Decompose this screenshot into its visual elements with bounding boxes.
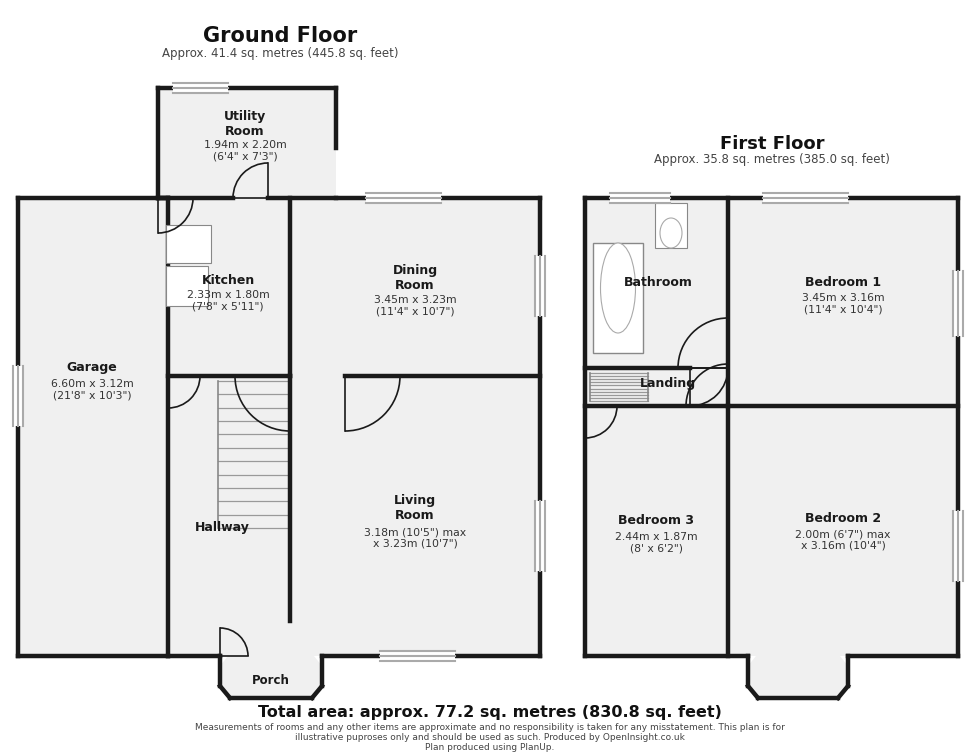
- Polygon shape: [220, 656, 322, 698]
- Ellipse shape: [660, 218, 682, 248]
- Polygon shape: [748, 656, 848, 698]
- Bar: [535, 501, 545, 571]
- Text: 2.00m (6'7") max
x 3.16m (10'4"): 2.00m (6'7") max x 3.16m (10'4"): [796, 529, 891, 551]
- Text: Porch: Porch: [252, 674, 290, 686]
- Bar: [158, 88, 336, 198]
- Text: 1.94m x 2.20m
(6'4" x 7'3"): 1.94m x 2.20m (6'4" x 7'3"): [204, 140, 286, 162]
- Bar: [585, 198, 958, 656]
- Bar: [166, 225, 211, 263]
- Bar: [18, 198, 168, 656]
- Bar: [953, 511, 963, 581]
- Bar: [366, 193, 441, 203]
- Bar: [610, 193, 670, 203]
- Bar: [13, 366, 23, 426]
- Bar: [953, 271, 963, 336]
- Text: Landing: Landing: [640, 377, 696, 391]
- Text: Bathroom: Bathroom: [623, 277, 693, 290]
- Text: Ground Floor: Ground Floor: [203, 26, 357, 46]
- Bar: [655, 203, 687, 248]
- Text: 2.44m x 1.87m
(8' x 6'2"): 2.44m x 1.87m (8' x 6'2"): [614, 532, 698, 554]
- Bar: [593, 243, 643, 353]
- Text: Bedroom 1: Bedroom 1: [805, 277, 881, 290]
- Text: Total area: approx. 77.2 sq. metres (830.8 sq. feet): Total area: approx. 77.2 sq. metres (830…: [258, 705, 722, 720]
- Bar: [173, 83, 228, 93]
- Text: Approx. 35.8 sq. metres (385.0 sq. feet): Approx. 35.8 sq. metres (385.0 sq. feet): [654, 153, 890, 166]
- Text: Living
Room: Living Room: [394, 494, 436, 522]
- Ellipse shape: [601, 243, 635, 333]
- Text: Plan produced using PlanUp.: Plan produced using PlanUp.: [425, 743, 555, 752]
- Text: Garage: Garage: [67, 361, 118, 374]
- Text: 3.45m x 3.16m
(11'4" x 10'4"): 3.45m x 3.16m (11'4" x 10'4"): [802, 293, 884, 314]
- Text: Dining
Room: Dining Room: [392, 264, 437, 292]
- Bar: [168, 198, 540, 656]
- Text: illustrative puproses only and should be used as such. Produced by OpenInsight.c: illustrative puproses only and should be…: [295, 733, 685, 742]
- Text: 2.33m x 1.80m
(7'8" x 5'11"): 2.33m x 1.80m (7'8" x 5'11"): [186, 290, 270, 311]
- Text: Utility
Room: Utility Room: [223, 110, 267, 138]
- Text: Bedroom 3: Bedroom 3: [618, 515, 694, 528]
- Text: Hallway: Hallway: [195, 522, 250, 534]
- Bar: [763, 193, 848, 203]
- Bar: [166, 266, 208, 306]
- Text: 6.60m x 3.12m
(21'8" x 10'3"): 6.60m x 3.12m (21'8" x 10'3"): [51, 380, 133, 401]
- Text: Approx. 41.4 sq. metres (445.8 sq. feet): Approx. 41.4 sq. metres (445.8 sq. feet): [162, 47, 398, 60]
- Text: First Floor: First Floor: [719, 135, 824, 153]
- Text: 3.18m (10'5") max
x 3.23m (10'7"): 3.18m (10'5") max x 3.23m (10'7"): [364, 527, 466, 549]
- Text: 3.45m x 3.23m
(11'4" x 10'7"): 3.45m x 3.23m (11'4" x 10'7"): [373, 295, 457, 317]
- Bar: [535, 256, 545, 316]
- Text: Measurements of rooms and any other items are approximate and no responsibility : Measurements of rooms and any other item…: [195, 723, 785, 733]
- Bar: [380, 651, 455, 661]
- Text: Bedroom 2: Bedroom 2: [805, 512, 881, 525]
- Text: Kitchen: Kitchen: [201, 274, 255, 287]
